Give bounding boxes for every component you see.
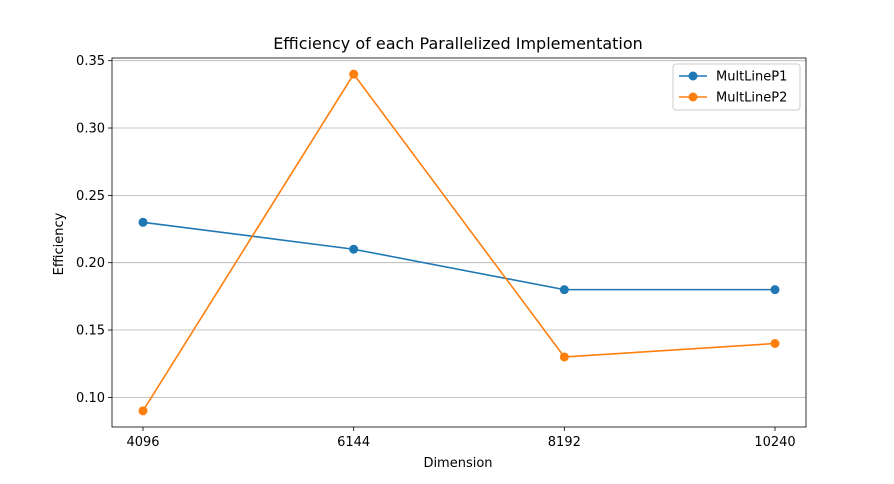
series-line-multlinep1 <box>142 221 775 291</box>
data-point-multlinep2 <box>349 69 359 79</box>
x-tick-label: 10240 <box>754 435 795 450</box>
data-point-multlinep2 <box>559 352 569 362</box>
chart-title: Efficiency of each Parallelized Implemen… <box>273 34 643 53</box>
y-tick-label: 0.20 <box>76 256 105 271</box>
data-point-multlinep1 <box>138 217 148 227</box>
legend-marker-multlinep1 <box>688 71 698 81</box>
plot-area-frame <box>111 57 807 428</box>
x-tick-label: 8192 <box>548 435 581 450</box>
y-tick-label: 0.35 <box>76 54 105 69</box>
series-layer <box>138 69 780 416</box>
y-tick-label: 0.10 <box>76 391 105 406</box>
data-point-multlinep2 <box>770 339 780 349</box>
y-tick-label: 0.30 <box>76 122 105 137</box>
data-point-multlinep2 <box>138 406 148 416</box>
data-point-multlinep1 <box>770 285 780 295</box>
legend: MultLineP1 MultLineP2 <box>672 63 801 111</box>
series-multlinep2 <box>138 69 780 416</box>
y-axis: 0.10 0.15 0.20 0.25 0.30 0.35 <box>76 54 112 406</box>
gridlines <box>112 60 806 398</box>
series-line-multlinep2 <box>142 73 776 412</box>
data-point-multlinep1 <box>349 244 359 254</box>
legend-label-multlinep1: MultLineP1 <box>716 70 787 85</box>
x-axis-label: Dimension <box>423 456 492 471</box>
x-tick-label: 4096 <box>126 435 159 450</box>
data-point-multlinep1 <box>559 285 569 295</box>
series-multlinep1 <box>138 217 780 295</box>
x-axis: 4096 6144 8192 10240 <box>126 427 796 450</box>
y-tick-label: 0.15 <box>76 324 105 339</box>
legend-marker-multlinep2 <box>688 92 698 102</box>
y-tick-label: 0.25 <box>76 189 105 204</box>
y-axis-label: Efficiency <box>52 212 67 275</box>
legend-label-multlinep2: MultLineP2 <box>716 91 787 106</box>
x-tick-label: 6144 <box>337 435 370 450</box>
